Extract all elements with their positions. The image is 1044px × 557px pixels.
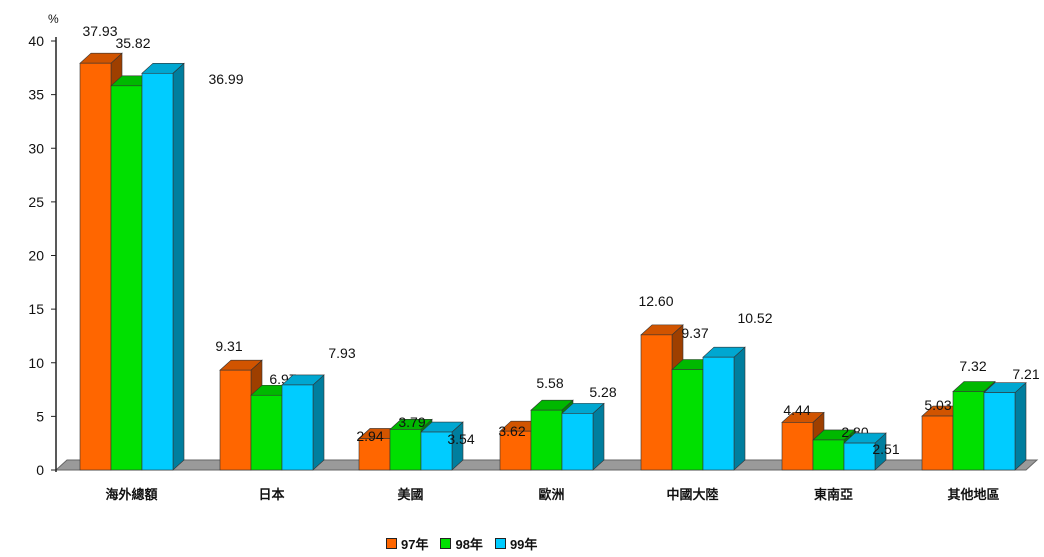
- bar-side: [733, 346, 746, 471]
- data-label: 9.31: [215, 338, 242, 354]
- data-label: 2.51: [872, 441, 899, 457]
- category-label: 海外總額: [105, 487, 157, 502]
- data-label: 4.44: [783, 402, 810, 418]
- legend-swatch-99: [494, 538, 506, 549]
- bar: [389, 429, 422, 471]
- bar: [671, 369, 704, 471]
- legend-swatch-98: [440, 538, 452, 549]
- legend-item-98: 98年: [440, 534, 483, 553]
- data-label: 3.62: [498, 423, 525, 439]
- data-label: 12.60: [638, 293, 673, 309]
- bar: [110, 85, 143, 471]
- legend-swatch-97: [386, 538, 397, 549]
- data-label: 5.58: [536, 375, 563, 391]
- bar-side: [172, 62, 185, 471]
- data-label: 3.54: [447, 431, 474, 447]
- bar: [781, 422, 814, 471]
- bar: [79, 62, 112, 471]
- data-label: 35.82: [115, 35, 150, 51]
- bar: [420, 431, 453, 471]
- bar: [843, 442, 876, 471]
- bar: [141, 72, 174, 471]
- bar: [952, 391, 985, 471]
- bar: [358, 438, 391, 471]
- y-axis-unit-label: %: [48, 12, 59, 26]
- category-label: 日本: [258, 487, 284, 502]
- category-label: 中國大陸: [666, 487, 718, 502]
- bar: [561, 413, 594, 471]
- legend-label-98: 98年: [455, 537, 483, 552]
- bar-side: [1014, 381, 1027, 471]
- legend-item-99: 99年: [494, 534, 538, 553]
- data-label: 3.79: [398, 414, 425, 430]
- data-label: 7.21: [1012, 366, 1039, 382]
- data-label: 7.32: [959, 358, 986, 374]
- y-tick-label: 20: [28, 248, 44, 264]
- category-label: 其他地區: [947, 487, 999, 502]
- data-label: 7.93: [328, 345, 355, 361]
- legend-label-99: 99年: [509, 537, 538, 552]
- y-tick-label: 0: [36, 462, 44, 478]
- y-tick-label: 30: [28, 140, 44, 156]
- data-label: 36.99: [208, 71, 243, 87]
- legend-item-97: 97年: [386, 534, 428, 553]
- data-label: 10.52: [737, 310, 772, 326]
- bar: [983, 392, 1016, 471]
- y-tick-label: 25: [28, 194, 44, 210]
- y-tick-label: 15: [28, 301, 44, 317]
- y-tick-label: 10: [28, 355, 44, 371]
- data-label: 2.94: [356, 428, 383, 444]
- category-label: 歐洲: [538, 487, 564, 502]
- bar: [640, 334, 673, 471]
- bar: [250, 394, 283, 471]
- legend: 97年 98年 99年: [386, 534, 537, 553]
- legend-label-97: 97年: [401, 537, 429, 552]
- category-label: 美國: [397, 487, 423, 502]
- bar: [921, 415, 954, 471]
- category-label: 東南亞: [814, 487, 853, 502]
- bar: [702, 356, 735, 471]
- y-tick-label: 40: [28, 33, 44, 49]
- y-tick-label: 35: [28, 87, 44, 103]
- bar: [530, 409, 563, 471]
- bar: [812, 439, 845, 471]
- data-label: 37.93: [82, 23, 117, 39]
- data-label: 5.28: [589, 384, 616, 400]
- bar-side: [312, 374, 325, 471]
- data-label: 9.37: [681, 325, 708, 341]
- bar: [219, 369, 252, 471]
- bar: [281, 384, 314, 471]
- data-label: 5.03: [924, 397, 951, 413]
- bar-side: [592, 402, 605, 471]
- y-tick-label: 5: [36, 408, 44, 424]
